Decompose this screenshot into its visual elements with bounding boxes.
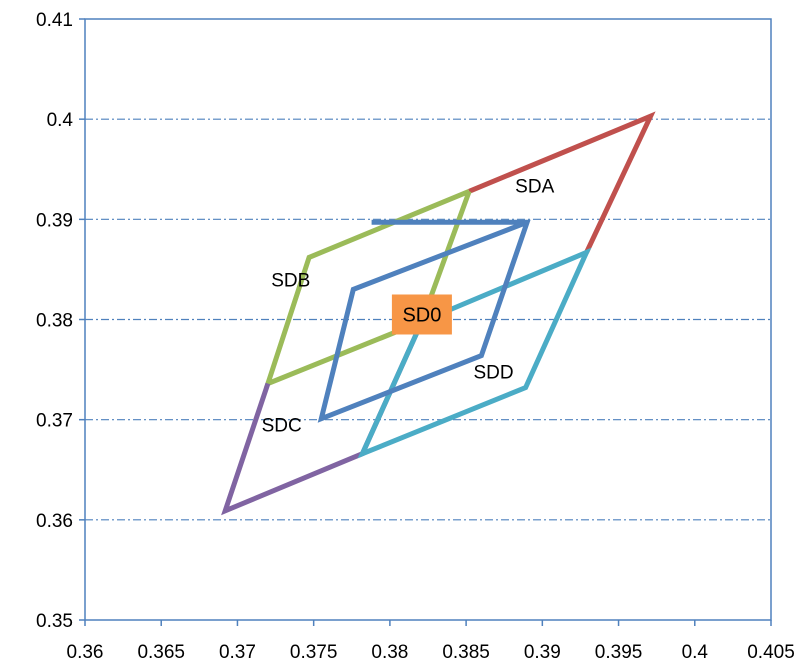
- x-tick-label-3: 0.375: [290, 642, 338, 663]
- sdc-label: SDC: [262, 416, 302, 437]
- x-tick-label-0: 0.36: [67, 642, 104, 663]
- y-tick-label-6: 0.41: [36, 10, 73, 31]
- y-tick-label-3: 0.38: [36, 311, 73, 332]
- sd0-label-box: [391, 294, 452, 335]
- sdb-label: SDB: [271, 270, 310, 291]
- series-line-4: [317, 219, 531, 423]
- series-line-3: [357, 247, 592, 459]
- sd0-label: SD0: [402, 304, 441, 326]
- series-group: [221, 111, 656, 516]
- y-tick-label-5: 0.4: [47, 110, 74, 131]
- y-axis-ticks: 0.35 0.36 0.37 0.38 0.39 0.4 0.41: [36, 10, 85, 632]
- y-tick-label-4: 0.39: [36, 210, 73, 231]
- x-tick-label-7: 0.395: [595, 642, 643, 663]
- y-tick-label-1: 0.36: [36, 511, 73, 532]
- x-axis-ticks: 0.36 0.365 0.37 0.375 0.38 0.385 0.39 0.395 0.4 0…: [67, 620, 795, 663]
- x-tick-label-8: 0.4: [682, 642, 709, 663]
- annotations: SDA SDB SDC SDD SD0: [262, 176, 555, 436]
- x-tick-label-6: 0.39: [524, 642, 561, 663]
- sdd-label: SDD: [473, 363, 513, 384]
- y-tick-label-2: 0.37: [36, 411, 73, 432]
- x-tick-label-9: 0.405: [747, 642, 795, 663]
- x-tick-label-4: 0.38: [371, 642, 408, 663]
- x-tick-label-5: 0.385: [442, 642, 490, 663]
- sda-label: SDA: [515, 176, 554, 197]
- series-line-0: [468, 111, 656, 254]
- x-tick-label-1: 0.365: [137, 642, 185, 663]
- x-tick-label-2: 0.37: [219, 642, 256, 663]
- y-tick-label-0: 0.35: [36, 611, 73, 632]
